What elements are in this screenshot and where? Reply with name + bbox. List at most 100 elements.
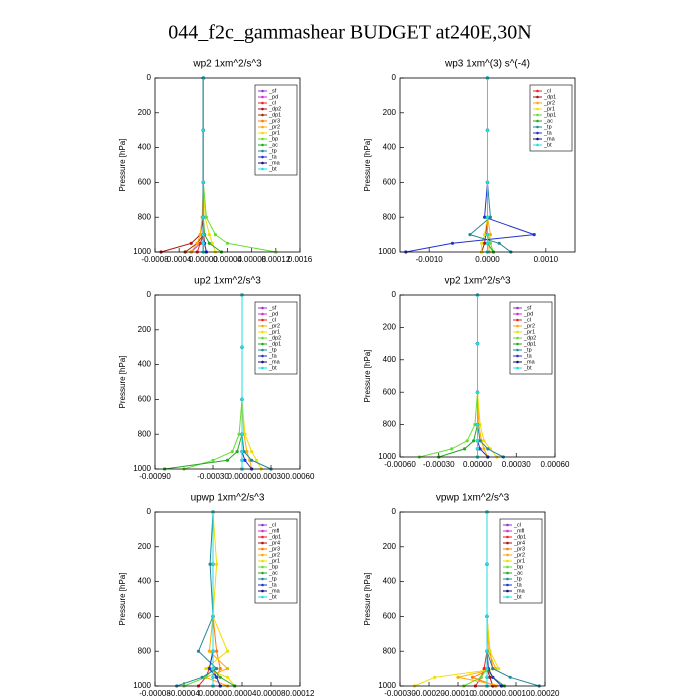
panel-title: vp2 1xm^2/s^3 [444,276,511,287]
x-tick-label: 0.00012 [286,689,315,698]
profile-marker [475,447,480,451]
legend-marker [506,565,509,569]
legend-label: _tp [523,347,532,353]
profile-marker [240,397,244,401]
legend-label: _ma [543,136,556,142]
profile-marker [482,447,486,451]
legend-marker [261,324,264,328]
profile-marker [485,128,490,132]
profile-marker [478,423,482,427]
x-tick-label: -0.00030 [423,460,455,469]
legend-label: _sf [268,305,277,311]
legend-label: _pr3 [513,546,525,552]
profile-marker [211,649,215,653]
profile-marker [254,458,259,462]
profile-marker [478,447,482,451]
legend-label: _pr1 [523,329,535,335]
legend-marker [506,595,509,599]
legend-label: _mfl [513,528,524,534]
legend-label: _pr3 [268,118,280,124]
profile-marker [473,423,477,427]
y-tick-label: 400 [383,355,397,364]
profile-marker [475,439,480,443]
legend-marker [261,318,264,322]
y-tick-label: 200 [138,325,152,334]
profile-marker [240,345,244,349]
legend-label: _cl [268,522,276,528]
panel-title: wp2 1xm^2/s^3 [192,59,262,70]
panel: wp3 1xm^(3) s^(-4) Pressure [hPa] 0 200 400 6… [363,59,576,264]
legend-label: _ta [268,154,278,160]
legend-label: _bt [523,365,532,371]
legend-label: _pr1 [268,558,280,564]
y-axis-label: Pressure [hPa] [363,573,372,626]
legend-label: _dp1 [268,112,281,118]
profile-marker [225,649,230,653]
panel: wp2 1xm^2/s^3 Pressure [hPa] 0 200 400 600 800… [118,59,313,264]
x-tick-label: 0.0000 [475,255,500,264]
legend-marker [261,155,264,159]
x-tick-label: 0.0010 [534,255,559,264]
panel: vp2 1xm^2/s^3 Pressure [hPa] 0 200 400 600 800… [363,276,570,469]
legend-box [254,84,298,176]
x-tick-label: 0.00000 [189,255,218,264]
legend-marker [261,547,264,551]
y-tick-label: 400 [383,143,397,152]
plot-frame [399,294,556,458]
profile-marker [485,241,490,245]
x-tick-label: 0.0004 [167,255,192,264]
profile-marker [243,458,247,462]
profile-marker [195,241,199,245]
profile-marker [456,675,460,679]
plot-frame [154,77,301,253]
profile-marker [207,233,211,237]
profile-marker [488,233,493,237]
x-tick-label: 0.00004 [228,689,257,698]
profile-marker [225,675,230,679]
legend-marker [261,583,264,587]
legend-marker [261,167,264,171]
legend-marker [506,523,509,527]
legend-label: _dp1 [513,534,526,540]
x-tick-label: 0.00004 [213,255,242,264]
legend-label: _bp [268,564,278,570]
legend-label: _tp [513,576,522,582]
profile-marker [472,439,476,443]
legend-label: _sf [523,305,532,311]
legend-marker [261,595,264,599]
profile-marker [230,450,234,454]
y-axis-label: Pressure [hPa] [118,356,127,409]
legend-marker [506,535,509,539]
plot-frame [154,294,301,470]
profile-marker [189,241,193,245]
profile-marker [204,215,208,219]
profile-marker [475,423,480,427]
legend-marker [536,113,539,117]
legend-label: _pr2 [513,552,525,558]
legend-marker [261,553,264,557]
legend-marker [261,565,264,569]
legend-label: _ta [523,353,533,359]
legend-marker [261,342,264,346]
legend-label: _ta [268,353,278,359]
y-tick-label: 400 [138,577,152,586]
legend-label: _ma [268,588,281,594]
profile-marker [470,675,475,679]
profile-marker [201,180,205,184]
x-tick-label: -0.00060 [384,460,416,469]
legend-marker [536,95,539,99]
profile-marker [497,241,501,245]
profile-marker [485,667,489,671]
profile-marker [485,675,489,679]
profile-marker [475,342,480,346]
legend-label: _pr2 [543,100,555,106]
legend-marker [516,354,519,358]
legend-marker [516,348,519,352]
legend-marker [506,583,509,587]
legend-label: _bp1 [543,112,556,118]
profile-marker [225,458,230,462]
profile-marker [198,241,202,245]
y-tick-label: 400 [383,577,397,586]
